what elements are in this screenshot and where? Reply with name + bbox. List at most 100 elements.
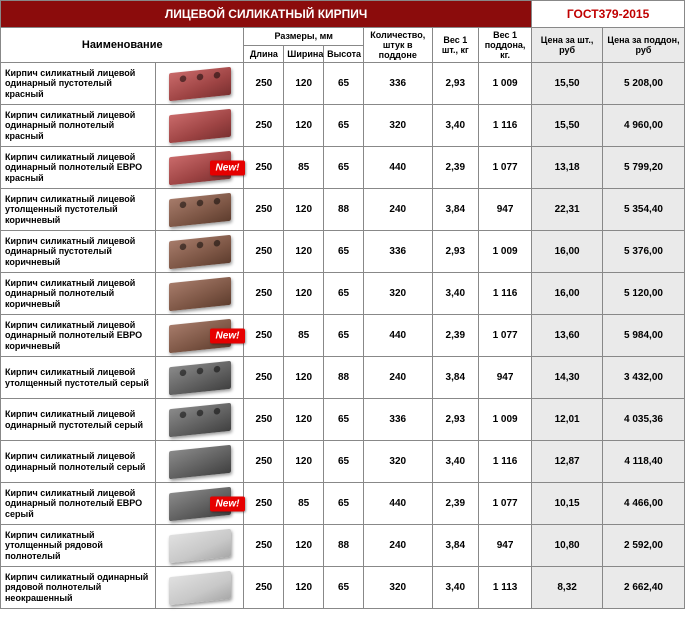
cell-image [155,273,244,315]
brick-icon [169,234,231,269]
brick-price-table: ЛИЦЕВОЙ СИЛИКАТНЫЙ КИРПИЧ ГОСТ379-2015 Н… [0,0,685,609]
cell-width: 120 [284,231,324,273]
cell-price-pc: 10,80 [532,525,603,567]
cell-qty: 320 [363,273,432,315]
cell-price-pallet: 5 376,00 [603,231,685,273]
cell-image [155,63,244,105]
cell-height: 88 [324,357,364,399]
cell-price-pallet: 4 960,00 [603,105,685,147]
cell-length: 250 [244,105,284,147]
cell-weight-pallet: 1 009 [479,231,532,273]
cell-width: 120 [284,357,324,399]
cell-height: 65 [324,441,364,483]
cell-length: 250 [244,525,284,567]
col-weight-pc: Вес 1 шт., кг [432,28,478,63]
cell-image [155,105,244,147]
cell-price-pallet: 4 035,36 [603,399,685,441]
cell-price-pallet: 5 984,00 [603,315,685,357]
table-row: Кирпич силикатный лицевой одинарный полн… [1,273,685,315]
cell-height: 65 [324,567,364,609]
cell-price-pc: 8,32 [532,567,603,609]
cell-price-pallet: 2 592,00 [603,525,685,567]
cell-weight-pallet: 1 077 [479,315,532,357]
cell-width: 85 [284,315,324,357]
table-row: Кирпич силикатный утолщенный рядовой пол… [1,525,685,567]
cell-name: Кирпич силикатный лицевой утолщенный пус… [1,357,156,399]
cell-width: 120 [284,273,324,315]
cell-weight-pc: 3,84 [432,189,478,231]
cell-height: 65 [324,147,364,189]
table-row: Кирпич силикатный одинарный рядовой полн… [1,567,685,609]
table-row: Кирпич силикатный лицевой одинарный полн… [1,105,685,147]
cell-weight-pallet: 1 116 [479,105,532,147]
cell-price-pc: 15,50 [532,63,603,105]
cell-qty: 320 [363,441,432,483]
cell-price-pc: 12,01 [532,399,603,441]
cell-price-pc: 12,87 [532,441,603,483]
cell-height: 65 [324,63,364,105]
cell-image [155,231,244,273]
col-length: Длина [244,45,284,63]
new-badge: New! [210,328,246,343]
cell-width: 85 [284,483,324,525]
cell-name: Кирпич силикатный утолщенный рядовой пол… [1,525,156,567]
cell-name: Кирпич силикатный лицевой одинарный полн… [1,483,156,525]
header-title: ЛИЦЕВОЙ СИЛИКАТНЫЙ КИРПИЧ [1,1,532,28]
cell-weight-pallet: 1 116 [479,273,532,315]
table-row: Кирпич силикатный лицевой одинарный пуст… [1,231,685,273]
cell-qty: 336 [363,231,432,273]
cell-price-pc: 15,50 [532,105,603,147]
cell-weight-pc: 2,39 [432,147,478,189]
cell-weight-pallet: 1 077 [479,147,532,189]
cell-price-pc: 14,30 [532,357,603,399]
cell-price-pc: 16,00 [532,231,603,273]
cell-qty: 440 [363,483,432,525]
cell-price-pallet: 4 466,00 [603,483,685,525]
cell-qty: 336 [363,399,432,441]
table-row: Кирпич силикатный лицевой одинарный полн… [1,483,685,525]
cell-weight-pc: 3,84 [432,525,478,567]
table-row: Кирпич силикатный лицевой одинарный пуст… [1,63,685,105]
cell-qty: 320 [363,567,432,609]
brick-icon [169,528,231,563]
cell-name: Кирпич силикатный лицевой одинарный полн… [1,105,156,147]
cell-name: Кирпич силикатный лицевой одинарный пуст… [1,63,156,105]
cell-weight-pc: 3,40 [432,441,478,483]
cell-width: 120 [284,441,324,483]
cell-qty: 240 [363,189,432,231]
cell-weight-pc: 2,93 [432,231,478,273]
cell-qty: 440 [363,315,432,357]
cell-price-pc: 16,00 [532,273,603,315]
cell-weight-pc: 2,93 [432,63,478,105]
cell-width: 120 [284,63,324,105]
brick-icon [169,570,231,605]
col-price-pallet: Цена за поддон, руб [603,28,685,63]
cell-price-pc: 22,31 [532,189,603,231]
cell-image [155,441,244,483]
cell-length: 250 [244,231,284,273]
cell-image [155,189,244,231]
cell-name: Кирпич силикатный лицевой утолщенный пус… [1,189,156,231]
new-badge: New! [210,160,246,175]
cell-name: Кирпич силикатный лицевой одинарный полн… [1,441,156,483]
brick-icon [169,192,231,227]
cell-image: New! [155,147,244,189]
cell-price-pc: 10,15 [532,483,603,525]
cell-width: 120 [284,105,324,147]
cell-length: 250 [244,315,284,357]
cell-length: 250 [244,441,284,483]
cell-weight-pallet: 1 116 [479,441,532,483]
brick-icon [169,402,231,437]
cell-length: 250 [244,189,284,231]
cell-name: Кирпич силикатный лицевой одинарный пуст… [1,231,156,273]
cell-price-pallet: 3 432,00 [603,357,685,399]
cell-image [155,399,244,441]
cell-weight-pc: 2,39 [432,483,478,525]
cell-weight-pc: 3,40 [432,105,478,147]
table-row: Кирпич силикатный лицевой утолщенный пус… [1,189,685,231]
new-badge: New! [210,496,246,511]
cell-height: 88 [324,525,364,567]
cell-price-pallet: 5 799,20 [603,147,685,189]
cell-length: 250 [244,63,284,105]
cell-name: Кирпич силикатный лицевой одинарный пуст… [1,399,156,441]
